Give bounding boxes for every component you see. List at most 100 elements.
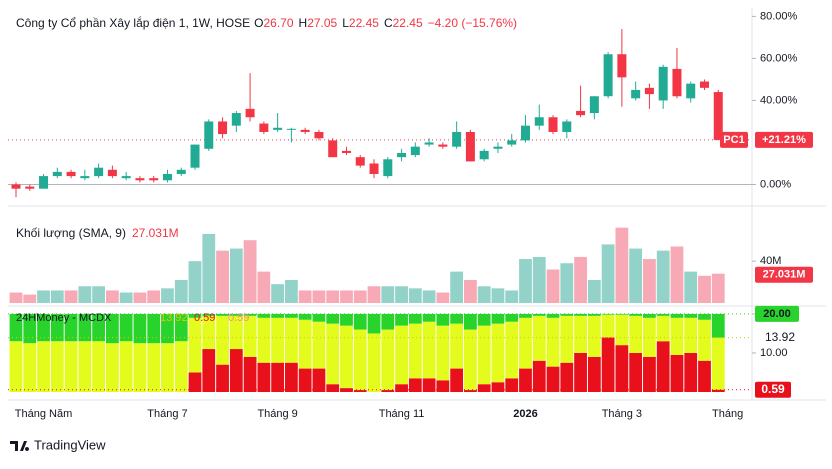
volume-bar [243,240,257,303]
candle-body [534,117,544,126]
mcdx-segment [92,313,106,342]
candle-body [52,171,62,177]
mcdx-segment [574,313,587,316]
candle-body [218,121,228,135]
mcdx-segment [202,349,216,392]
candle-body [162,173,172,181]
volume-bar [684,271,698,303]
value-badge [755,381,791,398]
legend-value: 0.59 [194,312,215,324]
mcdx-segment [574,352,587,392]
mcdx-segment [271,317,285,363]
pane-title: Khối lượng (SMA, 9) 27.031M [16,226,179,240]
mcdx-segment [271,362,285,392]
candle-body [548,117,558,132]
mcdx-segment [491,313,505,324]
mcdx-segment [202,313,216,316]
candle-body [369,163,379,174]
candle-body [686,83,696,99]
mcdx-segment [285,313,298,318]
volume-bar [257,271,271,303]
candle-body [644,87,654,95]
volume-bar [188,261,202,303]
candle-body [631,89,641,99]
mcdx-segment [587,315,601,357]
mcdx-segment [188,372,202,392]
candle-body [121,176,131,179]
candle-body [245,108,255,118]
mcdx-segment [450,368,464,392]
mcdx-segment [174,341,188,392]
volume-bar [436,292,450,303]
candle-body [424,142,434,145]
mcdx-segment [711,313,725,338]
mcdx-segment [285,317,298,363]
x-tick-label: Tháng 11 [379,408,425,420]
candle-body [493,146,503,149]
candle-body [520,125,530,141]
candle-body [135,178,145,181]
mcdx-segment [629,315,643,353]
candle-body [328,140,338,158]
candle-body [479,150,489,160]
ohlc-name: O [254,16,263,30]
volume-bar [491,288,505,303]
mcdx-segment [216,313,229,316]
ohlc-value: 27.05 [307,16,337,30]
mcdx-segment [271,313,285,318]
mcdx-segment [670,354,684,392]
mcdx-segment [147,343,161,392]
volume-bar [23,294,37,303]
mcdx-segment [133,313,147,344]
mcdx-segment [312,368,326,392]
x-tick-label: Tháng Năm [15,408,72,420]
mcdx-segment [161,313,174,344]
mcdx-segment [560,315,574,363]
mcdx-segment [326,384,340,392]
mcdx-segment [601,314,615,338]
volume-bar [174,279,188,303]
mcdx-segment [464,313,477,330]
sma-badge [755,266,813,283]
y-tick-label: 0.00% [760,178,791,190]
mcdx-segment [422,313,436,322]
volume-bar [64,290,78,303]
volume-bar [711,273,725,303]
volume-bar [216,250,229,303]
mcdx-segment [408,323,422,379]
mcdx-segment [105,313,119,344]
mcdx-segment [436,325,450,381]
candle-body [176,169,186,174]
candle-body [300,129,310,132]
candle-body [341,150,351,153]
mcdx-segment [229,315,243,350]
mcdx-segment [711,337,725,390]
candle-body [617,54,627,78]
candle-body [383,159,393,177]
mcdx-segment [532,360,546,392]
mcdx-segment [615,314,629,346]
candle-body [66,171,76,177]
candle-body [562,121,572,132]
mcdx-segment [119,313,133,342]
volume-bar [505,290,519,303]
volume-bar [656,250,670,303]
candle-body [11,184,21,189]
candle-body [672,68,682,97]
mcdx-segment [257,317,271,363]
mcdx-segment [560,362,574,392]
volume-bar [560,263,574,303]
mcdx-segment [477,325,491,385]
mcdx-segment [23,313,37,344]
mcdx-segment [202,315,216,350]
labels: 0.00% 40.00% 60.00% 80.00% PC1 +21.21% Công ty… [15,10,813,420]
volume-bar [285,279,298,303]
legend-value: 0.59 [228,312,249,324]
volume-bar [92,286,106,303]
mcdx-segment [505,313,519,322]
logo: TradingView [10,437,106,452]
candle-body [204,121,214,149]
volume-bar [9,292,23,303]
volume-bar [133,292,147,303]
mcdx-segment [546,317,560,367]
